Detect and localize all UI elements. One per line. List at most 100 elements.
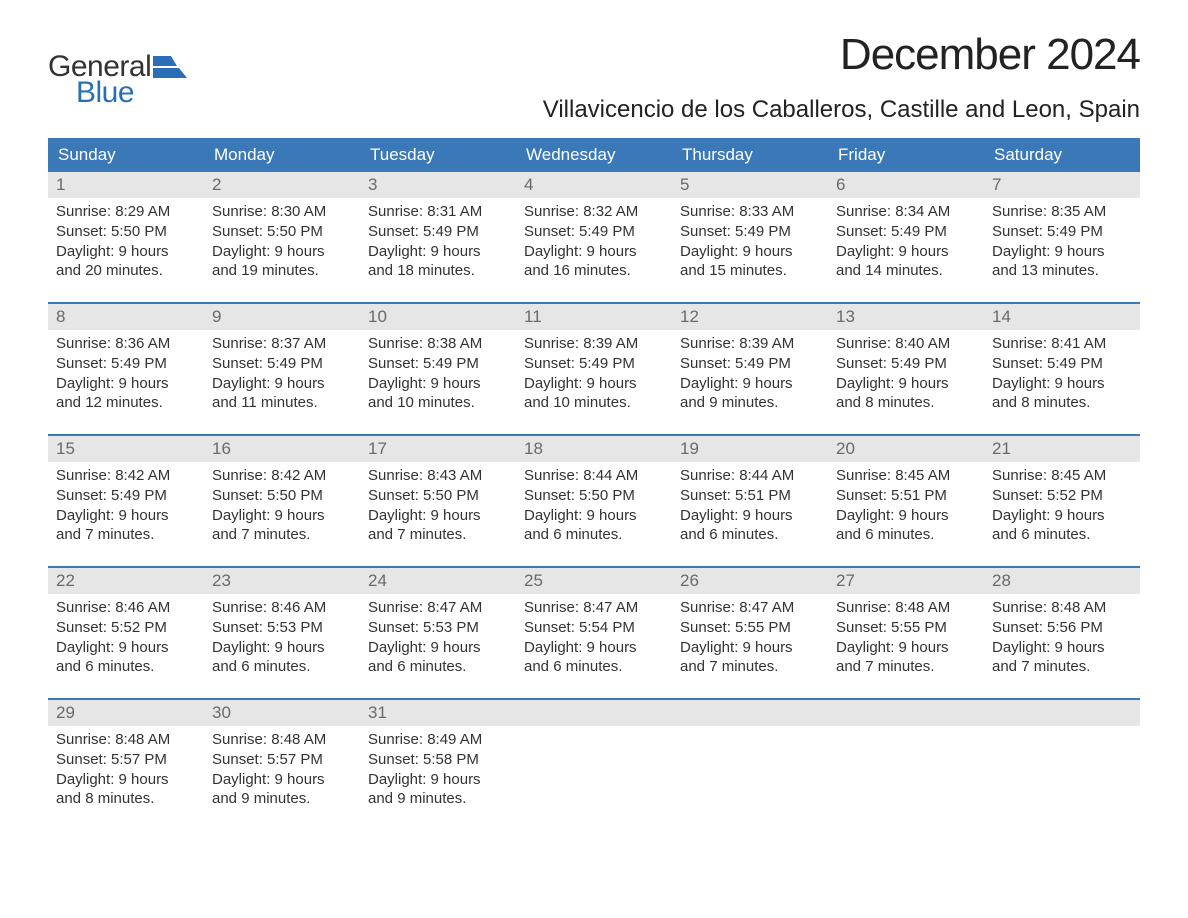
sunrise-text: Sunrise: 8:45 AM — [992, 466, 1132, 486]
sunrise-text: Sunrise: 8:46 AM — [56, 598, 196, 618]
day-content: Sunrise: 8:47 AMSunset: 5:53 PMDaylight:… — [360, 594, 516, 677]
daylight-text: Daylight: 9 hours and 7 minutes. — [368, 506, 508, 546]
day-number: 4 — [516, 172, 672, 198]
day-header-thursday: Thursday — [672, 138, 828, 172]
daylight-text: Daylight: 9 hours and 13 minutes. — [992, 242, 1132, 282]
day-content: Sunrise: 8:44 AMSunset: 5:50 PMDaylight:… — [516, 462, 672, 545]
sunset-text: Sunset: 5:50 PM — [212, 222, 352, 242]
sunset-text: Sunset: 5:50 PM — [212, 486, 352, 506]
daylight-text: Daylight: 9 hours and 19 minutes. — [212, 242, 352, 282]
sunset-text: Sunset: 5:53 PM — [212, 618, 352, 638]
daylight-text: Daylight: 9 hours and 7 minutes. — [56, 506, 196, 546]
sunrise-text: Sunrise: 8:42 AM — [212, 466, 352, 486]
empty-day-number — [828, 700, 984, 726]
week-row: 29Sunrise: 8:48 AMSunset: 5:57 PMDayligh… — [48, 698, 1140, 816]
sunrise-text: Sunrise: 8:34 AM — [836, 202, 976, 222]
day-cell: 10Sunrise: 8:38 AMSunset: 5:49 PMDayligh… — [360, 304, 516, 420]
day-number: 10 — [360, 304, 516, 330]
sunrise-text: Sunrise: 8:48 AM — [992, 598, 1132, 618]
sunrise-text: Sunrise: 8:44 AM — [524, 466, 664, 486]
day-number: 30 — [204, 700, 360, 726]
day-header-tuesday: Tuesday — [360, 138, 516, 172]
location-subtitle: Villavicencio de los Caballeros, Castill… — [543, 96, 1140, 124]
empty-day-number — [672, 700, 828, 726]
sunrise-text: Sunrise: 8:30 AM — [212, 202, 352, 222]
day-cell: 17Sunrise: 8:43 AMSunset: 5:50 PMDayligh… — [360, 436, 516, 552]
day-cell: 8Sunrise: 8:36 AMSunset: 5:49 PMDaylight… — [48, 304, 204, 420]
sunrise-text: Sunrise: 8:41 AM — [992, 334, 1132, 354]
day-number: 12 — [672, 304, 828, 330]
day-cell: 29Sunrise: 8:48 AMSunset: 5:57 PMDayligh… — [48, 700, 204, 816]
day-header-friday: Friday — [828, 138, 984, 172]
day-number: 31 — [360, 700, 516, 726]
day-cell: 11Sunrise: 8:39 AMSunset: 5:49 PMDayligh… — [516, 304, 672, 420]
daylight-text: Daylight: 9 hours and 6 minutes. — [992, 506, 1132, 546]
day-number: 1 — [48, 172, 204, 198]
sunrise-text: Sunrise: 8:47 AM — [368, 598, 508, 618]
sunset-text: Sunset: 5:49 PM — [56, 486, 196, 506]
daylight-text: Daylight: 9 hours and 16 minutes. — [524, 242, 664, 282]
sunrise-text: Sunrise: 8:31 AM — [368, 202, 508, 222]
week-row: 1Sunrise: 8:29 AMSunset: 5:50 PMDaylight… — [48, 172, 1140, 288]
sunrise-text: Sunrise: 8:39 AM — [680, 334, 820, 354]
day-content: Sunrise: 8:48 AMSunset: 5:55 PMDaylight:… — [828, 594, 984, 677]
header: General Blue December 2024 Villavicencio… — [48, 30, 1140, 134]
sunrise-text: Sunrise: 8:29 AM — [56, 202, 196, 222]
day-header-row: Sunday Monday Tuesday Wednesday Thursday… — [48, 138, 1140, 172]
brand-logo: General Blue — [48, 30, 187, 110]
day-cell: 25Sunrise: 8:47 AMSunset: 5:54 PMDayligh… — [516, 568, 672, 684]
day-content: Sunrise: 8:45 AMSunset: 5:51 PMDaylight:… — [828, 462, 984, 545]
day-content: Sunrise: 8:31 AMSunset: 5:49 PMDaylight:… — [360, 198, 516, 281]
day-content: Sunrise: 8:47 AMSunset: 5:55 PMDaylight:… — [672, 594, 828, 677]
empty-day-cell — [828, 700, 984, 816]
sunset-text: Sunset: 5:50 PM — [56, 222, 196, 242]
daylight-text: Daylight: 9 hours and 20 minutes. — [56, 242, 196, 282]
sunrise-text: Sunrise: 8:37 AM — [212, 334, 352, 354]
day-number: 13 — [828, 304, 984, 330]
daylight-text: Daylight: 9 hours and 7 minutes. — [212, 506, 352, 546]
day-cell: 28Sunrise: 8:48 AMSunset: 5:56 PMDayligh… — [984, 568, 1140, 684]
daylight-text: Daylight: 9 hours and 7 minutes. — [680, 638, 820, 678]
sunrise-text: Sunrise: 8:38 AM — [368, 334, 508, 354]
sunset-text: Sunset: 5:49 PM — [992, 222, 1132, 242]
day-content: Sunrise: 8:46 AMSunset: 5:53 PMDaylight:… — [204, 594, 360, 677]
day-number: 24 — [360, 568, 516, 594]
sunrise-text: Sunrise: 8:32 AM — [524, 202, 664, 222]
sunrise-text: Sunrise: 8:45 AM — [836, 466, 976, 486]
day-cell: 23Sunrise: 8:46 AMSunset: 5:53 PMDayligh… — [204, 568, 360, 684]
month-title: December 2024 — [543, 30, 1140, 80]
day-content: Sunrise: 8:33 AMSunset: 5:49 PMDaylight:… — [672, 198, 828, 281]
daylight-text: Daylight: 9 hours and 14 minutes. — [836, 242, 976, 282]
day-content: Sunrise: 8:36 AMSunset: 5:49 PMDaylight:… — [48, 330, 204, 413]
day-content: Sunrise: 8:42 AMSunset: 5:49 PMDaylight:… — [48, 462, 204, 545]
day-content: Sunrise: 8:39 AMSunset: 5:49 PMDaylight:… — [672, 330, 828, 413]
day-cell: 7Sunrise: 8:35 AMSunset: 5:49 PMDaylight… — [984, 172, 1140, 288]
day-cell: 21Sunrise: 8:45 AMSunset: 5:52 PMDayligh… — [984, 436, 1140, 552]
day-cell: 18Sunrise: 8:44 AMSunset: 5:50 PMDayligh… — [516, 436, 672, 552]
day-cell: 9Sunrise: 8:37 AMSunset: 5:49 PMDaylight… — [204, 304, 360, 420]
week-row: 8Sunrise: 8:36 AMSunset: 5:49 PMDaylight… — [48, 302, 1140, 420]
sunrise-text: Sunrise: 8:42 AM — [56, 466, 196, 486]
sunrise-text: Sunrise: 8:40 AM — [836, 334, 976, 354]
sunrise-text: Sunrise: 8:35 AM — [992, 202, 1132, 222]
day-cell: 22Sunrise: 8:46 AMSunset: 5:52 PMDayligh… — [48, 568, 204, 684]
daylight-text: Daylight: 9 hours and 8 minutes. — [836, 374, 976, 414]
day-cell: 24Sunrise: 8:47 AMSunset: 5:53 PMDayligh… — [360, 568, 516, 684]
logo-flag-icon — [153, 56, 187, 83]
daylight-text: Daylight: 9 hours and 15 minutes. — [680, 242, 820, 282]
day-number: 18 — [516, 436, 672, 462]
day-cell: 16Sunrise: 8:42 AMSunset: 5:50 PMDayligh… — [204, 436, 360, 552]
daylight-text: Daylight: 9 hours and 18 minutes. — [368, 242, 508, 282]
day-content: Sunrise: 8:40 AMSunset: 5:49 PMDaylight:… — [828, 330, 984, 413]
daylight-text: Daylight: 9 hours and 6 minutes. — [524, 506, 664, 546]
day-number: 21 — [984, 436, 1140, 462]
day-content: Sunrise: 8:49 AMSunset: 5:58 PMDaylight:… — [360, 726, 516, 809]
daylight-text: Daylight: 9 hours and 9 minutes. — [368, 770, 508, 810]
daylight-text: Daylight: 9 hours and 9 minutes. — [680, 374, 820, 414]
day-header-monday: Monday — [204, 138, 360, 172]
empty-day-number — [984, 700, 1140, 726]
title-block: December 2024 Villavicencio de los Cabal… — [543, 30, 1140, 134]
empty-day-cell — [672, 700, 828, 816]
day-number: 5 — [672, 172, 828, 198]
empty-day-cell — [984, 700, 1140, 816]
